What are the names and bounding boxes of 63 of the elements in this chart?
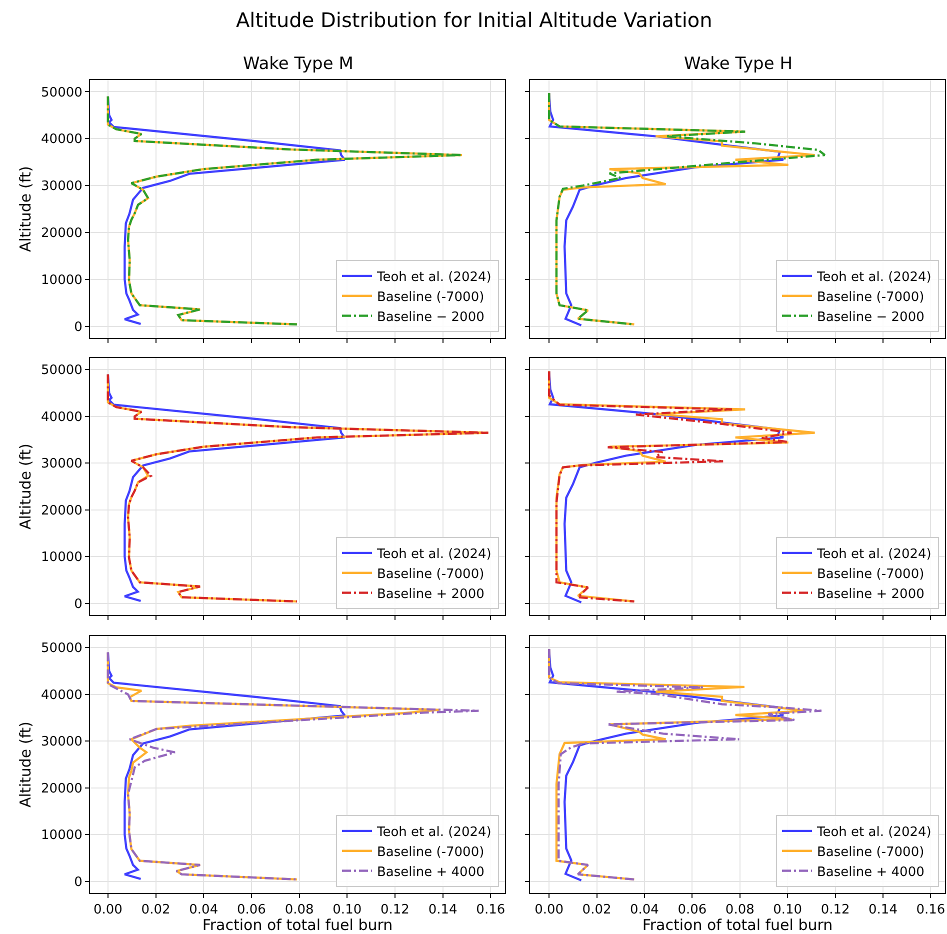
chart-title: Wake Type H xyxy=(684,54,792,74)
y-tick-label: 20000 xyxy=(41,226,82,241)
legend-label: Teoh et al. (2024) xyxy=(376,547,492,562)
x-tick-label: 0.04 xyxy=(630,902,659,918)
y-tick-label: 0 xyxy=(74,596,82,612)
legend-label: Baseline (-7000) xyxy=(817,844,924,860)
x-tick-label: 0.02 xyxy=(582,902,612,918)
legend-label: Baseline (-7000) xyxy=(817,290,924,305)
x-tick-label: 0.10 xyxy=(773,902,802,918)
legend-label: Baseline (-7000) xyxy=(377,844,484,860)
y-tick-label: 10000 xyxy=(41,272,82,288)
legend-label: Baseline (-7000) xyxy=(377,566,484,582)
line-series xyxy=(106,373,490,603)
y-tick-label: 40000 xyxy=(41,132,82,148)
y-tick-label: 10000 xyxy=(41,828,82,844)
legend-label: Baseline + 4000 xyxy=(377,864,484,880)
y-tick-label: 0 xyxy=(74,320,82,335)
y-tick-label: 0 xyxy=(74,874,82,890)
y-tick-label: 20000 xyxy=(41,503,82,518)
x-tick-label: 0.16 xyxy=(476,902,506,918)
legend-label: Baseline (-7000) xyxy=(377,290,484,305)
legend-label: Baseline + 2000 xyxy=(377,586,484,602)
legend-label: Baseline − 2000 xyxy=(817,310,924,325)
y-tick-label: 10000 xyxy=(41,550,82,566)
legend-label: Teoh et al. (2024) xyxy=(376,270,492,286)
y-tick-label: 30000 xyxy=(41,456,82,472)
x-tick-label: 0.14 xyxy=(868,902,898,918)
x-tick-label: 0.06 xyxy=(678,902,707,918)
text: Altitude Distribution for Initial Altitude Variation xyxy=(236,8,712,32)
x-tick-label: 0.12 xyxy=(820,902,850,918)
x-tick-label: 0.02 xyxy=(141,902,170,918)
legend-label: Teoh et al. (2024) xyxy=(816,547,932,562)
x-axis-title: Fraction of total fuel burn xyxy=(642,916,833,934)
x-tick-label: 0.08 xyxy=(725,902,754,918)
y-tick-label: 50000 xyxy=(41,85,82,100)
x-tick-label: 0.06 xyxy=(236,902,266,918)
legend-label: Baseline − 2000 xyxy=(377,310,484,325)
x-tick-label: 0.04 xyxy=(189,902,218,918)
x-tick-label: 0.00 xyxy=(534,902,564,918)
y-tick-label: 40000 xyxy=(41,688,82,703)
y-tick-label: 50000 xyxy=(41,641,82,656)
x-axis-title: Fraction of total fuel burn xyxy=(202,916,393,934)
y-tick-label: 40000 xyxy=(41,410,82,425)
x-tick-label: 0.00 xyxy=(93,902,122,918)
legend-label: Baseline + 4000 xyxy=(817,864,924,880)
y-tick-label: 30000 xyxy=(41,734,82,750)
legend-label: Teoh et al. (2024) xyxy=(816,270,932,286)
x-tick-label: 0.14 xyxy=(428,902,458,918)
x-tick-label: 0.16 xyxy=(916,902,946,918)
y-axis-title: Altitude (ft) xyxy=(16,166,34,252)
x-tick-label: 0.08 xyxy=(284,902,314,918)
y-tick-label: 50000 xyxy=(41,363,82,378)
y-tick-label: 30000 xyxy=(41,179,82,194)
legend-label: Baseline (-7000) xyxy=(817,566,924,582)
x-tick-label: 0.12 xyxy=(380,902,410,918)
y-tick-label: 20000 xyxy=(41,781,82,796)
x-tick-label: 0.10 xyxy=(332,902,362,918)
chart-title: Wake Type M xyxy=(243,54,354,74)
y-axis-title: Altitude (ft) xyxy=(16,444,34,530)
y-axis-title: Altitude (ft) xyxy=(16,722,34,808)
legend-label: Teoh et al. (2024) xyxy=(816,825,932,840)
legend-label: Baseline + 2000 xyxy=(817,586,924,602)
legend-label: Teoh et al. (2024) xyxy=(376,825,492,840)
